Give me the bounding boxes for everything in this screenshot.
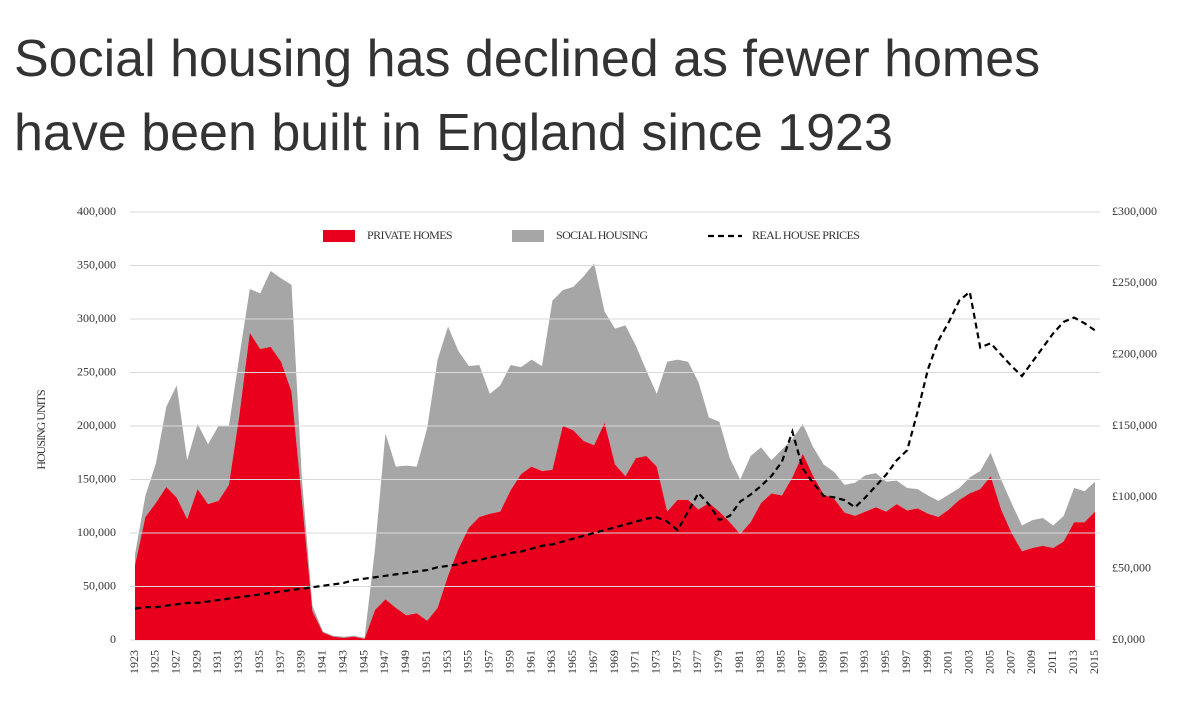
x-tick-label: 2007 (1003, 650, 1017, 674)
y-axis-label: HOUSING UNITS (34, 390, 48, 470)
y-tick-label: 150,000 (77, 471, 116, 485)
y-tick-label: 50,000 (83, 578, 116, 592)
x-tick-label: 1955 (461, 650, 475, 674)
x-tick-label: 1967 (586, 650, 600, 674)
x-tick-label: 1999 (920, 650, 934, 674)
x-tick-label: 1937 (273, 650, 287, 674)
y-tick-label: 250,000 (77, 364, 116, 378)
x-tick-label: 2005 (982, 650, 996, 674)
x-tick-label: 1957 (482, 650, 496, 674)
x-tick-label: 1973 (648, 650, 662, 674)
x-tick-label: 2001 (941, 650, 955, 674)
x-tick-label: 1933 (231, 650, 245, 674)
x-tick-label: 1965 (565, 650, 579, 674)
legend-label: PRIVATE HOMES (367, 228, 452, 242)
x-tick-label: 1953 (440, 650, 454, 674)
x-tick-label: 2013 (1066, 650, 1080, 674)
y-tick-label: 200,000 (77, 418, 116, 432)
y2-tick-label: £50,000 (1112, 560, 1151, 574)
x-tick-label: 1993 (857, 650, 871, 674)
area (135, 332, 1095, 640)
price-line (134, 289, 1096, 610)
x-tick-label: 1959 (502, 650, 516, 674)
legend-swatch (512, 230, 544, 242)
x-tick-label: 2003 (962, 650, 976, 674)
x-tick-label: 1923 (127, 650, 141, 674)
y2-tick-label: £200,000 (1112, 346, 1157, 360)
area (135, 263, 1095, 639)
y2-tick-label: £100,000 (1112, 489, 1157, 503)
y2-tick-label: £0,000 (1112, 632, 1145, 646)
x-tick-label: 2011 (1045, 650, 1059, 674)
x-tick-label: 1979 (711, 650, 725, 674)
y-tick-label: 0 (110, 632, 116, 646)
x-tick-label: 1975 (669, 650, 683, 674)
x-tick-label: 2015 (1087, 650, 1101, 674)
x-tick-label: 1947 (377, 650, 391, 674)
x-tick-label: 1935 (252, 650, 266, 674)
x-tick-label: 1963 (544, 650, 558, 674)
y-tick-label: 100,000 (77, 525, 116, 539)
y-tick-label: 400,000 (77, 204, 116, 218)
y2-tick-label: £300,000 (1112, 204, 1157, 218)
chart-title: Social housing has declined as fewer hom… (14, 30, 1041, 162)
x-tick-label: 1983 (753, 650, 767, 674)
x-tick-label: 1931 (210, 650, 224, 674)
x-tick-label: 1995 (878, 650, 892, 674)
x-tick-label: 1943 (335, 650, 349, 674)
x-tick-label: 1981 (732, 650, 746, 674)
x-tick-label: 1941 (315, 650, 329, 674)
y2-tick-label: £250,000 (1112, 275, 1157, 289)
x-tick-label: 1985 (774, 650, 788, 674)
x-tick-label: 1989 (815, 650, 829, 674)
x-tick-label: 1927 (168, 650, 182, 674)
x-tick-label: 1951 (419, 650, 433, 674)
x-tick-label: 1969 (607, 650, 621, 674)
x-tick-label: 1929 (189, 650, 203, 674)
x-tick-label: 1997 (899, 650, 913, 674)
x-tick-label: 1987 (795, 650, 809, 674)
y-tick-label: 300,000 (77, 311, 116, 325)
y2-tick-label: £150,000 (1112, 418, 1157, 432)
x-tick-label: 1925 (148, 650, 162, 674)
legend-label: REAL HOUSE PRICES (752, 228, 859, 242)
x-tick-label: 1971 (628, 650, 642, 674)
x-tick-label: 2009 (1024, 650, 1038, 674)
x-tick-label: 1949 (398, 650, 412, 674)
x-tick-label: 1939 (294, 650, 308, 674)
legend-label: SOCIAL HOUSING (556, 228, 648, 242)
x-tick-label: 1961 (523, 650, 537, 674)
legend-swatch (323, 230, 355, 242)
x-tick-label: 1945 (356, 650, 370, 674)
x-tick-label: 1977 (690, 650, 704, 674)
y-tick-label: 350,000 (77, 257, 116, 271)
x-tick-label: 1991 (836, 650, 850, 674)
